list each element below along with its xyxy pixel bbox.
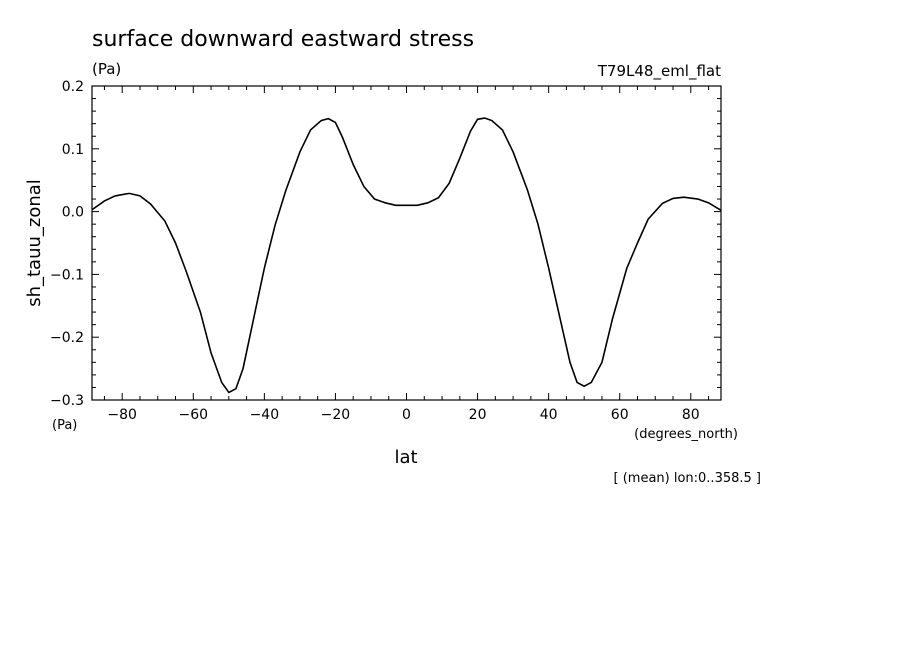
x-tick-label: −20 [321,407,351,423]
y-tick-label: −0.3 [50,393,84,409]
y-tick-label: −0.2 [50,330,84,346]
y-axis-label: sh_tauu_zonal [24,179,45,307]
x-axis-units: (degrees_north) [634,427,738,442]
run-label: T79L48_eml_flat [597,62,721,81]
x-axis-label: lat [394,447,417,468]
x-tick-label: −80 [107,407,137,423]
x-tick-label: 80 [682,407,700,423]
title-units: (Pa) [92,60,121,78]
x-tick-label: −40 [250,407,280,423]
series-line [91,117,722,394]
y-tick-label: −0.1 [50,267,84,283]
x-tick-label: 20 [469,407,487,423]
x-tick-label: 0 [402,407,411,423]
y-axis-units: (Pa) [52,418,77,433]
chart-title: surface downward eastward stress [92,27,474,52]
y-tick-label: 0.0 [62,205,84,221]
y-tick-label: 0.1 [62,142,84,158]
x-tick-label: 60 [611,407,629,423]
x-tick-label: −60 [179,407,209,423]
y-tick-label: 0.2 [62,79,84,95]
x-tick-label: 40 [540,407,558,423]
plot-frame [91,85,722,401]
averaging-note: [ (mean) lon:0..358.5 ] [614,471,762,486]
